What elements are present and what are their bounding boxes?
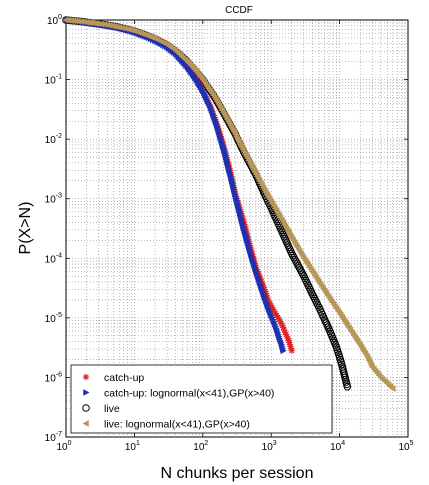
legend: catch-up catch-up: lognormal(x<41),GP(x>4… — [70, 364, 333, 434]
legend-marker — [83, 389, 90, 396]
legend-entry: live: lognormal(x<41),GP(x>40) — [82, 419, 250, 431]
y-tick-label: 10-3 — [45, 193, 62, 206]
data-point — [343, 382, 352, 391]
legend-marker — [82, 373, 90, 381]
legend-label: live — [104, 403, 120, 415]
x-tick-label: 103 — [262, 440, 277, 453]
legend-entry: live — [82, 403, 120, 415]
y-tick-label: 10-6 — [45, 371, 62, 384]
legend-entry: catch-up: lognormal(x<41),GP(x>40) — [83, 388, 274, 400]
x-tick-label: 101 — [125, 440, 140, 453]
y-axis-label: P(X>N) — [17, 202, 34, 255]
legend-label: live: lognormal(x<41),GP(x>40) — [104, 419, 250, 431]
y-tick-label: 10-4 — [45, 252, 62, 265]
data-point — [288, 347, 295, 354]
x-tick-label: 105 — [398, 440, 413, 453]
legend-box — [70, 364, 333, 434]
x-axis-label: N chunks per session — [161, 465, 314, 482]
y-tick-label: 10-5 — [45, 312, 62, 325]
y-tick-label: 10-1 — [45, 74, 62, 87]
plot-area — [65, 19, 409, 438]
y-tick-label: 10-2 — [45, 133, 62, 146]
data-point — [389, 385, 396, 392]
series-layer — [62, 16, 396, 392]
legend-label: catch-up — [104, 372, 144, 384]
y-tick-label: 100 — [47, 14, 62, 27]
x-tick-label: 104 — [330, 440, 345, 453]
legend-entry: catch-up — [82, 372, 144, 384]
axis-ticks: 100 101 102 103 104 105 100 10-1 10-2 10-3 10-4 10-… — [45, 14, 414, 453]
legend-marker — [82, 420, 89, 427]
chart-title: CCDF — [225, 5, 253, 16]
y-tick-label: 10-7 — [45, 431, 62, 444]
x-tick-label: 102 — [193, 440, 208, 453]
series-live-lognormal-x-41-gp-x-40- — [62, 16, 396, 392]
legend-marker — [82, 404, 90, 412]
series-live — [62, 16, 352, 391]
x-tick-label: 100 — [56, 440, 71, 453]
data-point — [280, 347, 287, 355]
legend-label: catch-up: lognormal(x<41),GP(x>40) — [104, 388, 274, 400]
series-catch-up-lognormal-x-41-gp-x-40- — [63, 16, 287, 355]
